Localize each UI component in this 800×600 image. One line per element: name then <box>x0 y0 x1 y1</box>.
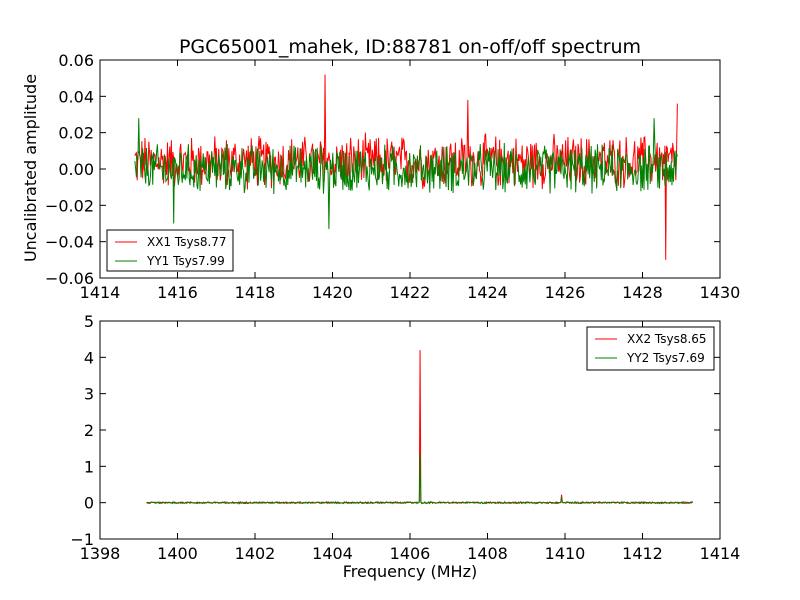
bottom-legend: XX2 Tsys8.65 YY2 Tsys7.69 <box>586 326 715 371</box>
bottom-legend-box <box>586 326 715 371</box>
top-y-axis-label: Uncalibrated amplitude <box>21 74 40 262</box>
bottom-x-tick-label: 1404 <box>312 544 353 563</box>
bottom-x-tick-label: 1402 <box>235 544 276 563</box>
bottom-y-tick-label: 3 <box>84 385 94 404</box>
top-y-tick-label: −0.04 <box>45 233 94 252</box>
top-x-tick-label: 1418 <box>235 283 276 302</box>
top-x-tick-label: 1424 <box>467 283 508 302</box>
top-x-tick-label: 1430 <box>700 283 741 302</box>
bottom-y-tick-label: −1 <box>70 530 94 549</box>
top-y-tick-label: 0.06 <box>58 51 94 70</box>
top-legend-label-2: YY1 Tsys7.99 <box>146 254 225 268</box>
bottom-x-tick-label: 1412 <box>622 544 663 563</box>
top-x-tick-label: 1414 <box>80 283 121 302</box>
top-legend: XX1 Tsys8.77 YY1 Tsys7.99 <box>106 229 234 272</box>
bottom-y-tick-label: 0 <box>84 494 94 513</box>
bottom-x-tick-label: 1406 <box>390 544 431 563</box>
top-x-tick-label: 1426 <box>545 283 586 302</box>
bottom-y-tick-label: 5 <box>84 312 94 331</box>
bottom-y-tick-label: 1 <box>84 457 94 476</box>
bottom-legend-label-2: YY2 Tsys7.69 <box>626 351 705 365</box>
chart-title: PGC65001_mahek, ID:88781 on-off/off spec… <box>179 36 641 58</box>
top-y-tick-label: −0.06 <box>45 269 94 288</box>
bottom-y-tick-label: 4 <box>84 348 94 367</box>
bottom-x-tick-label: 1398 <box>80 544 121 563</box>
bottom-x-tick-label: 1414 <box>700 544 741 563</box>
bottom-x-tick-label: 1400 <box>157 544 198 563</box>
top-panel: 1414 1416 1418 1420 1422 1424 1426 1428 1430 −0.0… <box>45 51 740 302</box>
top-legend-box <box>106 229 234 272</box>
top-x-tick-label: 1420 <box>312 283 353 302</box>
top-x-tick-label: 1428 <box>622 283 663 302</box>
top-y-tick-label: −0.02 <box>45 196 94 215</box>
bottom-legend-label-1: XX2 Tsys8.65 <box>627 332 707 346</box>
top-series-line-2 <box>134 118 678 229</box>
top-y-tick-label: 0.00 <box>58 160 94 179</box>
top-x-tick-label: 1422 <box>390 283 431 302</box>
top-y-tick-label: 0.02 <box>58 124 94 143</box>
bottom-panel: 1398 1400 1402 1404 1406 1408 1410 1412 1414 −1 0 1… <box>70 312 740 563</box>
top-x-tick-label: 1416 <box>157 283 198 302</box>
top-y-tick-label: 0.04 <box>58 87 94 106</box>
top-legend-label-1: XX1 Tsys8.77 <box>147 235 227 249</box>
bottom-x-axis-label: Frequency (MHz) <box>343 562 477 581</box>
bottom-x-tick-label: 1408 <box>467 544 508 563</box>
bottom-y-tick-label: 2 <box>84 421 94 440</box>
bottom-series-line-2 <box>146 453 693 505</box>
bottom-x-tick-label: 1410 <box>545 544 586 563</box>
